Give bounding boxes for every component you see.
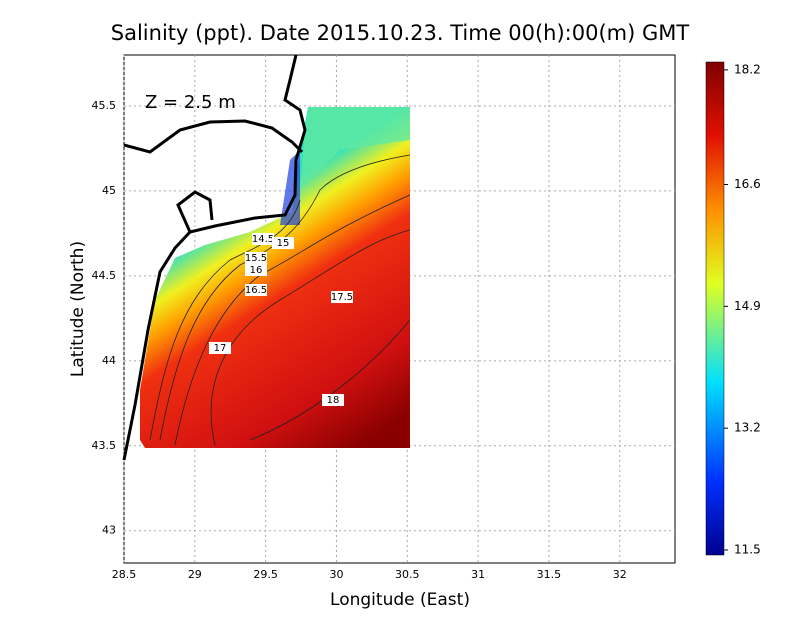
contour-label: 18 — [327, 395, 340, 406]
contour-label-bg — [272, 237, 294, 249]
contour-label-bg — [245, 284, 267, 296]
colorbar-tick-label: 13.2 — [734, 421, 761, 435]
contour-label: 14.5 — [252, 234, 274, 245]
contour-label: 15 — [277, 238, 290, 249]
colorbar — [705, 61, 725, 556]
y-tick-label: 45 — [102, 184, 116, 197]
coastline — [122, 54, 307, 461]
contour-label: 16 — [250, 265, 263, 276]
y-tick-label: 43.5 — [92, 439, 117, 452]
x-tick-label: 28.5 — [112, 568, 137, 581]
contour-label-bg — [331, 291, 353, 303]
y-tick-label: 43 — [102, 524, 116, 537]
colorbar-tick-label: 18.2 — [734, 62, 761, 76]
y-tick-label: 44 — [102, 354, 116, 367]
contour-lines — [149, 154, 411, 446]
colorbar-tick-label: 11.5 — [734, 542, 761, 556]
salinity-field — [140, 107, 410, 448]
y-axis-label: Latitude (North) — [68, 241, 88, 377]
chart-title: Salinity (ppt). Date 2015.10.23. Time 00… — [111, 21, 690, 45]
x-tick-label: 32 — [613, 568, 627, 581]
salinity-field-north — [300, 107, 410, 190]
x-axis-label: Longitude (East) — [330, 590, 470, 610]
contour-label-bg — [245, 264, 267, 276]
colorbar-tick-label: 14.9 — [734, 299, 761, 313]
y-tick-label: 44.5 — [92, 269, 117, 282]
depth-annotation: Z = 2.5 m — [145, 92, 236, 113]
x-tick-label: 30 — [329, 568, 343, 581]
x-tick-label: 30.5 — [395, 568, 420, 581]
contour-label-bg — [322, 394, 344, 406]
contour-label: 17 — [214, 343, 227, 354]
y-tick-label: 45.5 — [92, 99, 117, 112]
contour-label: 16.5 — [245, 285, 267, 296]
x-tick-label: 31 — [471, 568, 485, 581]
contour-label: 15.5 — [245, 253, 267, 264]
contour-label-bg — [252, 233, 274, 245]
x-tick-label: 29 — [188, 568, 202, 581]
contour-label: 17.5 — [331, 292, 353, 303]
x-tick-label: 31.5 — [537, 568, 562, 581]
x-tick-label: 29.5 — [253, 568, 278, 581]
contour-label-bg — [209, 342, 231, 354]
contour-label-bg — [245, 252, 267, 264]
colorbar-tick-label: 16.6 — [734, 177, 761, 191]
